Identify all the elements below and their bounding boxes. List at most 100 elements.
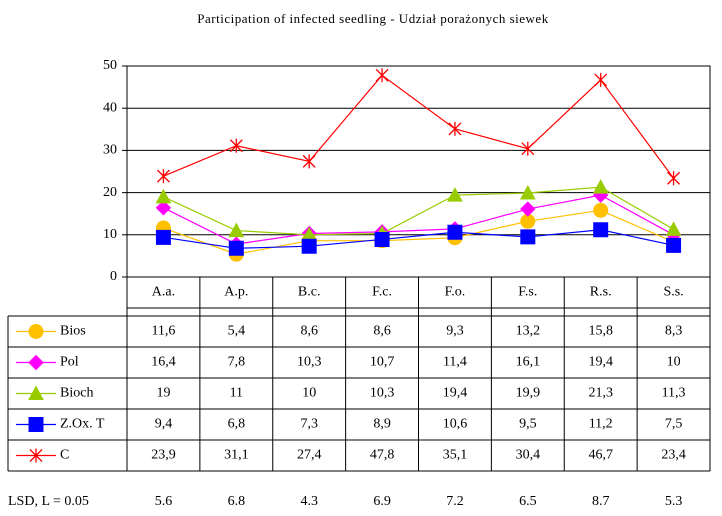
table-value: 19,4 bbox=[588, 355, 613, 370]
x-tick-label: S.s. bbox=[663, 285, 683, 300]
table-value: 11,6 bbox=[151, 324, 175, 339]
lsd-value: 6.8 bbox=[228, 494, 246, 509]
table-value: 8,6 bbox=[373, 324, 391, 339]
series-line bbox=[163, 209, 674, 255]
marker bbox=[592, 179, 609, 194]
marker bbox=[520, 201, 536, 217]
table-value: 7,8 bbox=[228, 355, 246, 370]
marker bbox=[28, 324, 44, 339]
series-line bbox=[163, 186, 674, 236]
table-value: 19,4 bbox=[443, 386, 468, 401]
marker bbox=[155, 188, 172, 204]
x-tick-label: A.a. bbox=[152, 285, 175, 300]
table-value: 16,4 bbox=[151, 355, 176, 370]
marker bbox=[156, 169, 170, 184]
lsd-label: LSD, L = 0.05 bbox=[8, 494, 89, 509]
legend-label: Bioch bbox=[60, 386, 93, 401]
table-value: 11,4 bbox=[443, 355, 467, 370]
marker bbox=[593, 202, 609, 218]
lsd-value: 7.2 bbox=[446, 494, 464, 509]
marker bbox=[228, 222, 245, 238]
table-value: 30,4 bbox=[516, 448, 541, 463]
table-value: 23,4 bbox=[661, 448, 686, 463]
table-value: 6,8 bbox=[228, 417, 246, 432]
table-value: 19,9 bbox=[516, 386, 541, 401]
marker bbox=[229, 138, 243, 153]
series-line bbox=[163, 229, 674, 249]
marker bbox=[302, 154, 316, 169]
marker bbox=[665, 221, 682, 236]
y-tick-label: 0 bbox=[110, 269, 117, 284]
y-tick-label: 20 bbox=[103, 185, 117, 200]
table-value: 10,6 bbox=[443, 417, 468, 432]
legend-label: Bios bbox=[60, 324, 86, 339]
lsd-value: 5.3 bbox=[665, 494, 683, 509]
marker bbox=[666, 237, 682, 253]
x-tick-label: F.o. bbox=[445, 285, 466, 300]
table-value: 8,9 bbox=[373, 417, 391, 432]
legend-label: Pol bbox=[60, 355, 79, 370]
table-value: 8,3 bbox=[665, 324, 683, 339]
lsd-value: 4.3 bbox=[300, 494, 318, 509]
lsd-value: 6.9 bbox=[373, 494, 391, 509]
series-line bbox=[163, 74, 675, 179]
table-value: 11 bbox=[230, 386, 243, 401]
table-value: 31,1 bbox=[224, 448, 249, 463]
marker bbox=[28, 417, 44, 432]
lsd-value: 8.7 bbox=[592, 494, 610, 509]
table-value: 21,3 bbox=[588, 386, 613, 401]
marker bbox=[667, 171, 681, 186]
marker bbox=[228, 240, 244, 256]
table-value: 13,2 bbox=[516, 324, 541, 339]
y-tick-label: 30 bbox=[103, 143, 117, 158]
table-value: 47,8 bbox=[370, 448, 395, 463]
marker bbox=[28, 354, 44, 371]
table-value: 11,2 bbox=[589, 417, 613, 432]
table-value: 11,3 bbox=[662, 386, 686, 401]
table-value: 16,1 bbox=[516, 355, 541, 370]
y-tick-label: 10 bbox=[103, 227, 117, 242]
lsd-value: 5.6 bbox=[155, 494, 173, 509]
table-value: 46,7 bbox=[588, 448, 613, 463]
table-value: 10 bbox=[667, 355, 681, 370]
x-tick-label: R.s. bbox=[590, 285, 612, 300]
marker bbox=[28, 385, 44, 400]
table-value: 7,3 bbox=[300, 417, 318, 432]
marker bbox=[447, 187, 463, 202]
marker bbox=[448, 121, 462, 136]
x-tick-label: B.c. bbox=[298, 285, 321, 300]
x-tick-label: A.p. bbox=[224, 285, 248, 300]
table-value: 7,5 bbox=[665, 417, 683, 432]
marker bbox=[375, 68, 389, 83]
chart-title: Participation of infected seedling - Udz… bbox=[197, 11, 548, 26]
marker bbox=[155, 229, 171, 245]
table-value: 27,4 bbox=[297, 448, 322, 463]
marker bbox=[593, 222, 609, 238]
table-value: 5,4 bbox=[228, 324, 246, 339]
marker bbox=[594, 72, 608, 87]
table-value: 19 bbox=[156, 386, 170, 401]
marker bbox=[520, 213, 536, 229]
table-value: 15,8 bbox=[588, 324, 613, 339]
legend-label: C bbox=[60, 448, 69, 463]
marker bbox=[447, 224, 463, 240]
table-value: 8,6 bbox=[300, 324, 318, 339]
marker bbox=[521, 141, 535, 156]
y-tick-label: 50 bbox=[103, 58, 117, 73]
table-value: 23,9 bbox=[151, 448, 176, 463]
marker bbox=[155, 200, 172, 216]
table-value: 9,5 bbox=[519, 417, 537, 432]
table-value: 9,3 bbox=[446, 324, 464, 339]
lsd-value: 6.5 bbox=[519, 494, 537, 509]
series-line bbox=[163, 194, 674, 245]
table-value: 10 bbox=[302, 386, 316, 401]
y-tick-label: 40 bbox=[103, 100, 117, 115]
marker bbox=[301, 238, 317, 254]
table-value: 35,1 bbox=[443, 448, 468, 463]
marker bbox=[29, 448, 43, 463]
marker bbox=[374, 231, 390, 247]
legend-label: Z.Ox. T bbox=[60, 417, 105, 432]
table-value: 10,7 bbox=[370, 355, 395, 370]
x-tick-label: F.c. bbox=[372, 285, 392, 300]
